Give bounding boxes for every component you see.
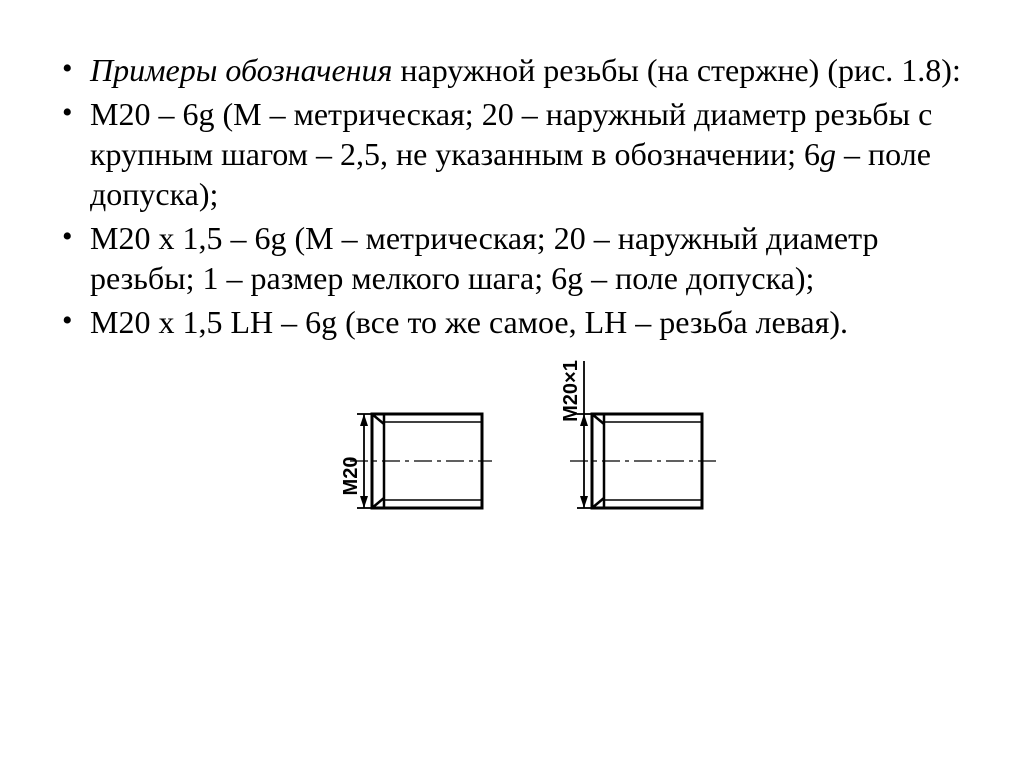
bullet-item-1: Примеры обозначения наружной резьбы (на … — [90, 50, 964, 90]
diagram-container: M20 — [60, 356, 964, 556]
bullet-item-3: М20 х 1,5 – 6g (М – метрическая; 20 – на… — [90, 218, 964, 298]
text-plain: М20 х 1,5 LH – 6g (все то же самое, LH –… — [90, 304, 848, 340]
text-italic: g — [820, 136, 836, 172]
dimension-label-right: M20×1 — [560, 360, 582, 422]
text-plain: М20 х 1,5 – 6g (М – метрическая; 20 – на… — [90, 220, 878, 296]
thread-drawing-left: M20 — [302, 356, 492, 556]
thread-drawing-right: M20×1 — [522, 356, 722, 556]
slide-content: Примеры обозначения наружной резьбы (на … — [60, 50, 964, 556]
text-italic: Примеры обозначения — [90, 52, 392, 88]
text-plain: М20 – 6g (М – метрическая; 20 – наружный… — [90, 96, 932, 172]
text-plain: наружной резьбы (на стержне) (рис. 1.8): — [392, 52, 960, 88]
dimension-label-left: M20 — [340, 457, 362, 496]
bullet-item-2: М20 – 6g (М – метрическая; 20 – наружный… — [90, 94, 964, 214]
bullet-list: Примеры обозначения наружной резьбы (на … — [60, 50, 964, 346]
bullet-item-4: М20 х 1,5 LH – 6g (все то же самое, LH –… — [90, 302, 964, 342]
